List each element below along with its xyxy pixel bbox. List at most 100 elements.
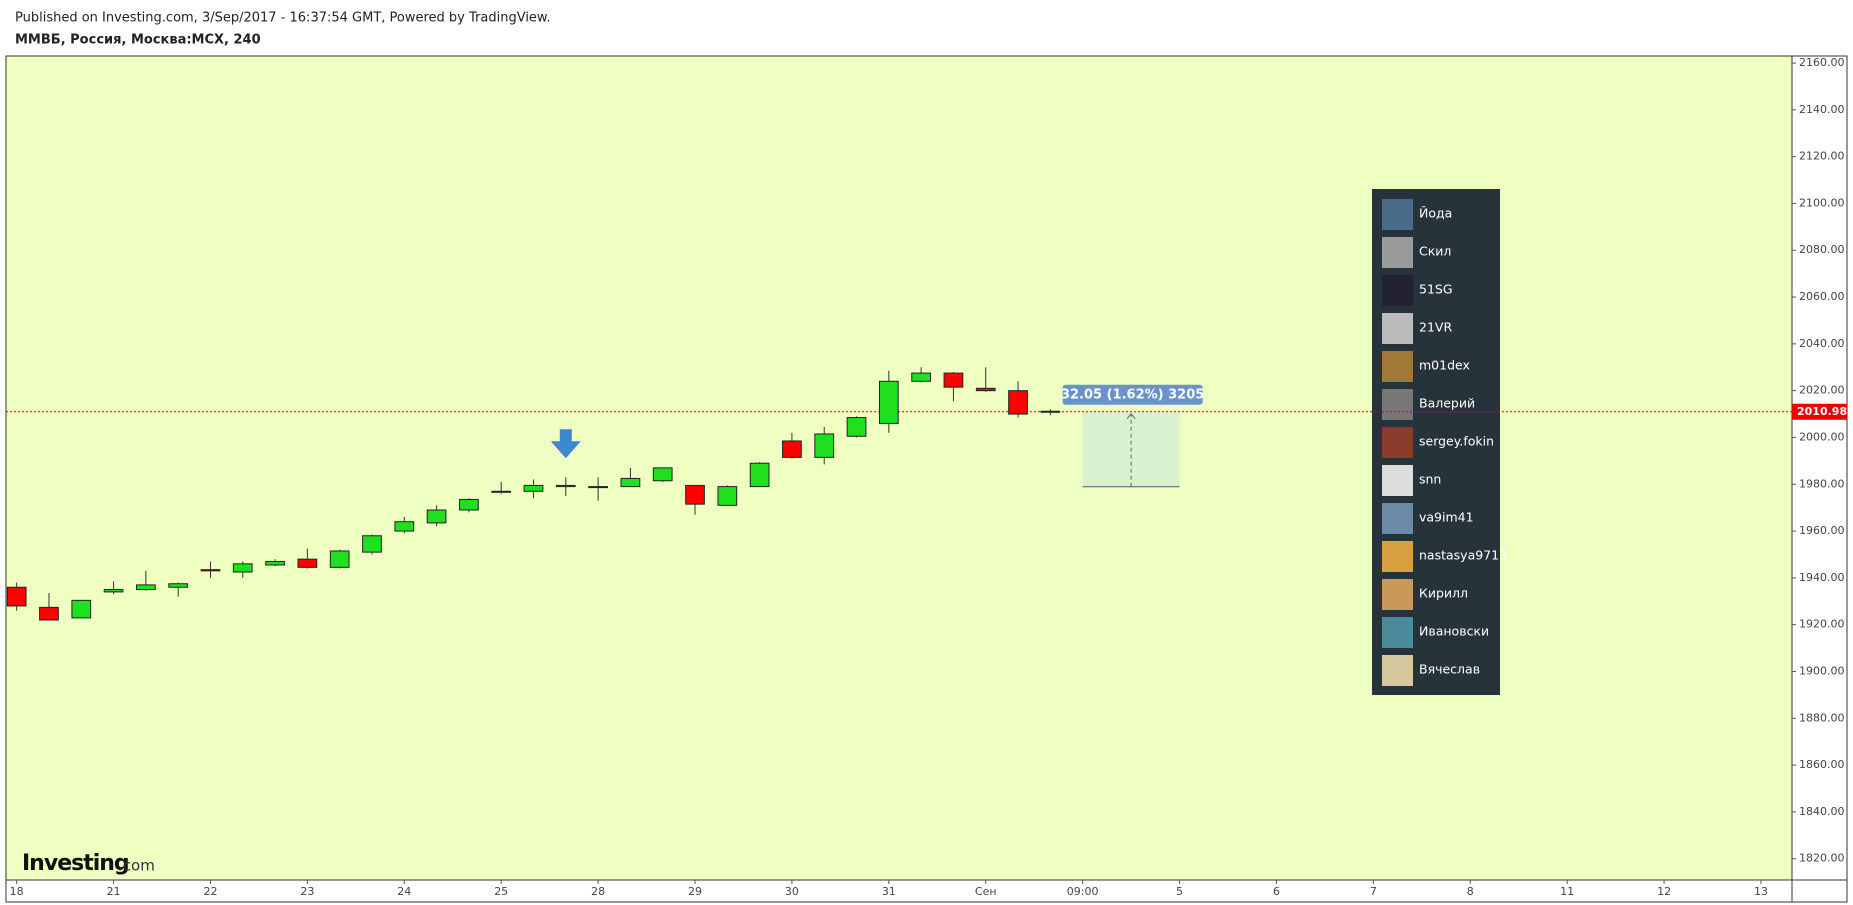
candle-body bbox=[943, 372, 964, 388]
y-tick-label: 2000.00 bbox=[1799, 430, 1845, 443]
user-name: Вячеслав bbox=[1419, 662, 1480, 677]
user-name: nastasya9713 bbox=[1419, 548, 1507, 563]
user-name: Ивановски bbox=[1419, 624, 1489, 639]
y-tick-label: 2100.00 bbox=[1799, 196, 1845, 209]
y-tick-label: 1840.00 bbox=[1799, 805, 1845, 818]
candle-body bbox=[555, 484, 576, 488]
candle-body bbox=[297, 558, 318, 568]
candle-body bbox=[1040, 410, 1061, 413]
y-tick-label: 2040.00 bbox=[1799, 337, 1845, 350]
candle-body bbox=[6, 586, 27, 607]
measure-label: 32.05 (1.62%) 3205 bbox=[1061, 387, 1204, 402]
x-tick-label: 22 bbox=[203, 885, 217, 898]
y-tick-label: 1880.00 bbox=[1799, 711, 1845, 724]
candle-body bbox=[911, 372, 931, 382]
candle-body bbox=[588, 486, 608, 489]
user-name: Скил bbox=[1419, 244, 1451, 259]
user-avatar bbox=[1382, 313, 1413, 344]
user-avatar bbox=[1382, 389, 1413, 420]
symbol-title: ММВБ, Россия, Москва:MCX, 240 bbox=[15, 33, 261, 48]
y-tick-label: 1940.00 bbox=[1799, 571, 1845, 584]
candle-body bbox=[878, 380, 899, 424]
user-name: Кирилл bbox=[1419, 586, 1468, 601]
y-tick-label: 1820.00 bbox=[1799, 852, 1845, 865]
y-tick-label: 1860.00 bbox=[1799, 758, 1845, 771]
candle-body bbox=[426, 509, 447, 524]
candle-body bbox=[1008, 390, 1028, 415]
user-name: va9im41 bbox=[1419, 510, 1474, 525]
x-tick-label: Сен bbox=[975, 885, 997, 898]
x-tick-label: 30 bbox=[785, 885, 799, 898]
y-tick-label: 1920.00 bbox=[1799, 618, 1845, 631]
x-tick-label: 7 bbox=[1370, 885, 1377, 898]
user-name: Йода bbox=[1419, 206, 1452, 221]
x-tick-label: 13 bbox=[1754, 885, 1768, 898]
y-tick-label: 1960.00 bbox=[1799, 524, 1845, 537]
user-avatar bbox=[1382, 617, 1413, 648]
candle-body bbox=[362, 535, 382, 553]
candle-body bbox=[652, 467, 673, 482]
published-note: Published on Investing.com, 3/Sep/2017 -… bbox=[15, 11, 551, 26]
candle-body bbox=[329, 550, 350, 568]
user-avatar bbox=[1382, 579, 1413, 610]
user-avatar bbox=[1382, 351, 1413, 382]
user-name: m01dex bbox=[1419, 358, 1470, 373]
x-tick-label: 18 bbox=[10, 885, 24, 898]
candle-body bbox=[846, 417, 867, 437]
user-name: sergey.fokin bbox=[1419, 434, 1494, 449]
user-avatar bbox=[1382, 237, 1413, 268]
y-tick-label: 2160.00 bbox=[1799, 56, 1845, 69]
candle-body bbox=[749, 462, 770, 488]
y-tick-label: 1900.00 bbox=[1799, 664, 1845, 677]
x-tick-label: 29 bbox=[688, 885, 702, 898]
user-name: snn bbox=[1419, 472, 1441, 487]
user-avatar bbox=[1382, 427, 1413, 458]
y-tick-label: 1980.00 bbox=[1799, 477, 1845, 490]
x-tick-label: 28 bbox=[591, 885, 605, 898]
plot-area bbox=[6, 56, 1792, 880]
y-tick-label: 2140.00 bbox=[1799, 103, 1845, 116]
candle-body bbox=[459, 498, 479, 511]
candle-body bbox=[71, 599, 92, 619]
user-name: 51SG bbox=[1419, 282, 1453, 297]
chart-frame bbox=[5, 55, 1848, 903]
user-avatar bbox=[1382, 503, 1413, 534]
measure-label-bg bbox=[1062, 384, 1203, 405]
candle-body bbox=[265, 560, 285, 566]
last-price-label: 2010.98 bbox=[1797, 405, 1847, 418]
candle-body bbox=[168, 583, 189, 588]
y-tick-label: 2120.00 bbox=[1799, 150, 1845, 163]
x-tick-label: 31 bbox=[882, 885, 896, 898]
y-tick-label: 2080.00 bbox=[1799, 243, 1845, 256]
x-tick-label: 6 bbox=[1273, 885, 1280, 898]
x-tick-label: 21 bbox=[107, 885, 121, 898]
user-avatar bbox=[1382, 655, 1413, 686]
y-tick-label: 2060.00 bbox=[1799, 290, 1845, 303]
logo-suffix: .com bbox=[118, 857, 155, 875]
down-arrow bbox=[550, 429, 581, 459]
candle-body bbox=[232, 563, 253, 573]
candle-body bbox=[491, 490, 512, 493]
x-tick-label: 5 bbox=[1176, 885, 1183, 898]
x-tick-label: 8 bbox=[1467, 885, 1474, 898]
candle-body bbox=[620, 477, 641, 488]
user-name: 21VR bbox=[1419, 320, 1452, 335]
logo: Investing bbox=[22, 851, 129, 876]
candle-body bbox=[717, 486, 738, 506]
x-tick-label: 23 bbox=[300, 885, 314, 898]
candle-body bbox=[39, 606, 59, 621]
user-avatar bbox=[1382, 541, 1413, 572]
candle-body bbox=[103, 589, 124, 593]
x-tick-label: 11 bbox=[1560, 885, 1574, 898]
x-tick-label: 09:00 bbox=[1067, 885, 1099, 898]
x-tick-label: 24 bbox=[397, 885, 411, 898]
x-tick-label: 25 bbox=[494, 885, 508, 898]
user-avatar bbox=[1382, 465, 1413, 496]
candle-body bbox=[782, 440, 802, 458]
y-tick-label: 2020.00 bbox=[1799, 384, 1845, 397]
chat-panel: Йода Скил 51SG 21VR m01dex Валерий sergey.foki… bbox=[1372, 189, 1507, 695]
user-avatar bbox=[1382, 275, 1413, 306]
candle-body bbox=[200, 569, 221, 572]
last-price-tag bbox=[1792, 403, 1847, 420]
candle-body bbox=[523, 484, 544, 492]
